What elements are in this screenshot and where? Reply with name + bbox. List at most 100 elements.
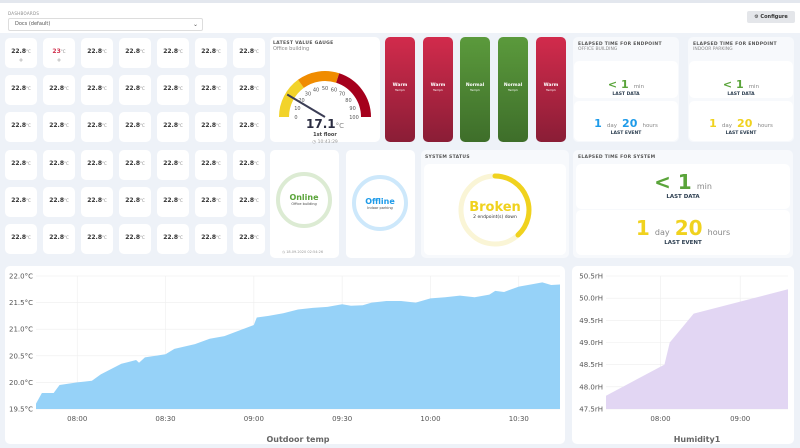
gauge-value: 17.1 — [306, 117, 336, 131]
temperature-tile[interactable]: 22.8°C — [5, 224, 37, 254]
system-data-unit: min — [696, 182, 712, 191]
gauge-tick-label: 50 — [322, 86, 328, 92]
tile-unit: °C — [216, 198, 221, 203]
temperature-tile[interactable]: 22.8°C — [43, 150, 75, 180]
tile-unit: °C — [254, 86, 259, 91]
temperature-tile[interactable]: 22.8°C — [195, 187, 227, 217]
temperature-tile[interactable]: 22.8°C — [119, 112, 151, 142]
temperature-tile[interactable]: 22.8°C — [81, 150, 113, 180]
system-elapsed-title: ELAPSED TIME FOR SYSTEM — [578, 155, 656, 160]
tile-value: 22.8 — [163, 122, 178, 129]
temperature-tile[interactable]: 22.8°C — [157, 38, 189, 68]
temperature-tile[interactable]: 22.8°C — [81, 112, 113, 142]
tile-value: 22.8 — [11, 122, 26, 129]
temperature-tile[interactable]: 22.8°C — [157, 224, 189, 254]
bar-name: Temp1 — [508, 88, 518, 92]
temperature-tile[interactable]: 22.8°C — [195, 112, 227, 142]
gauge-tick-label: 60 — [331, 87, 337, 93]
tile-value: 22.8 — [11, 48, 26, 55]
temperature-tile[interactable]: 22.8°C — [233, 112, 265, 142]
temperature-tile[interactable]: 22.8°C — [195, 224, 227, 254]
temperature-tile[interactable]: 22.8°C — [157, 187, 189, 217]
tile-unit: °C — [64, 235, 69, 240]
online-name: Office building — [291, 202, 317, 206]
temperature-tile[interactable]: 22.8°C — [43, 112, 75, 142]
bar-status: Warm — [430, 83, 446, 88]
data-label: LAST DATA — [612, 92, 640, 97]
temperature-tile[interactable]: 22.8°C — [233, 38, 265, 68]
outdoor-temp-chart: 19.5°C 20.0°C 20.5°C 21.0°C 21.5°C 22.0°C 08:0… — [9, 273, 560, 444]
tile-value: 22.8 — [163, 234, 178, 241]
status-bar[interactable]: Normal Temp1 — [498, 37, 528, 142]
tile-unit: °C — [102, 235, 107, 240]
tile-unit: °C — [64, 123, 69, 128]
temperature-tile[interactable]: 22.8°C — [119, 187, 151, 217]
tile-unit: °C — [178, 161, 183, 166]
temperature-tile[interactable]: 22.8°C — [119, 38, 151, 68]
gauge-needle — [286, 93, 326, 118]
tile-value: 22.8 — [87, 197, 102, 204]
offline-ring: Offline Indoor parking — [352, 175, 408, 231]
temperature-tile[interactable]: 22.8°C — [5, 150, 37, 180]
temperature-tile[interactable]: 22.8°C — [233, 150, 265, 180]
online-status: Online — [289, 193, 319, 202]
tile-value: 22.8 — [239, 48, 254, 55]
dashboard-select[interactable]: Docs (default) ⌄ — [8, 18, 203, 31]
status-bar[interactable]: Warm Temp1 — [385, 37, 415, 142]
temperature-tile[interactable]: 22.8°C — [233, 75, 265, 105]
temperature-tile[interactable]: 22.8°C — [119, 224, 151, 254]
system-last-event: 1 day 20 hours LAST EVENT — [576, 210, 790, 255]
temperature-tile[interactable]: 22.8°C — [233, 224, 265, 254]
temperature-tile[interactable]: 23°C ◍ — [43, 38, 75, 68]
temperature-tile[interactable]: 22.8°C — [43, 75, 75, 105]
temperature-tile[interactable]: 22.8°C — [195, 38, 227, 68]
selected-dashboard: Docs (default) — [15, 21, 51, 27]
event-label: LAST EVENT — [610, 131, 642, 136]
temperature-tile[interactable]: 22.8°C — [195, 150, 227, 180]
gauge-subtitle: Office building — [273, 46, 310, 52]
outdoor-temp-card: 19.5°C 20.0°C 20.5°C 21.0°C 21.5°C 22.0°C 08:0… — [5, 266, 565, 444]
temperature-tile[interactable]: 22.8°C — [81, 187, 113, 217]
temperature-tile[interactable]: 22.8°C — [195, 75, 227, 105]
temperature-tile[interactable]: 22.8°C — [5, 187, 37, 217]
y-tick-label: 49.5rH — [579, 317, 603, 325]
day-unit: day — [721, 123, 732, 129]
tile-unit: °C — [102, 161, 107, 166]
temperature-tile[interactable]: 22.8°C — [5, 112, 37, 142]
lock-icon: ◍ — [57, 57, 61, 62]
temperature-tile[interactable]: 22.8°C — [157, 150, 189, 180]
temperature-tile[interactable]: 22.8°C — [119, 150, 151, 180]
event-hours: 20 — [622, 117, 638, 130]
temperature-tile[interactable]: 22.8°C — [157, 112, 189, 142]
y-tick-label: 50.5rH — [579, 273, 603, 281]
tile-value: 22.8 — [49, 234, 64, 241]
gauge-band — [335, 73, 371, 118]
chart-title: Humidity1 — [674, 435, 721, 444]
temperature-tile[interactable]: 22.8°C — [119, 75, 151, 105]
temperature-tile[interactable]: 22.8°C — [81, 38, 113, 68]
system-event-label: LAST EVENT — [664, 240, 702, 246]
bar-name: Temp1 — [395, 88, 405, 92]
tile-value: 22.8 — [49, 160, 64, 167]
status-bar[interactable]: Warm Temp1 — [536, 37, 566, 142]
temperature-tile[interactable]: 22.8°C — [43, 224, 75, 254]
endpoint-last-event: 1 day 20 hours LAST EVENT — [689, 101, 793, 141]
configure-button[interactable]: ⚙ Configure — [747, 11, 795, 23]
endpoint-last-data: < 1 min LAST DATA — [689, 61, 793, 98]
gauge-tick-label: 80 — [345, 98, 351, 104]
temperature-tile[interactable]: 22.8°C — [43, 187, 75, 217]
event-hours: 20 — [737, 117, 753, 130]
status-bar[interactable]: Normal Temp1 — [460, 37, 490, 142]
temperature-tile[interactable]: 22.8°C — [157, 75, 189, 105]
tile-value: 22.8 — [163, 197, 178, 204]
tile-value: 22.8 — [87, 122, 102, 129]
temperature-tile[interactable]: 22.8°C — [81, 224, 113, 254]
temperature-tile[interactable]: 22.8°C — [81, 75, 113, 105]
temperature-tile[interactable]: 22.8°C ◍ — [5, 38, 37, 68]
temperature-tile[interactable]: 22.8°C — [233, 187, 265, 217]
data-unit: min — [748, 84, 760, 90]
day-unit: day — [606, 123, 617, 129]
offline-status-card: Offline Indoor parking — [346, 150, 415, 258]
temperature-tile[interactable]: 22.8°C — [5, 75, 37, 105]
status-bar[interactable]: Warm Temp1 — [423, 37, 453, 142]
